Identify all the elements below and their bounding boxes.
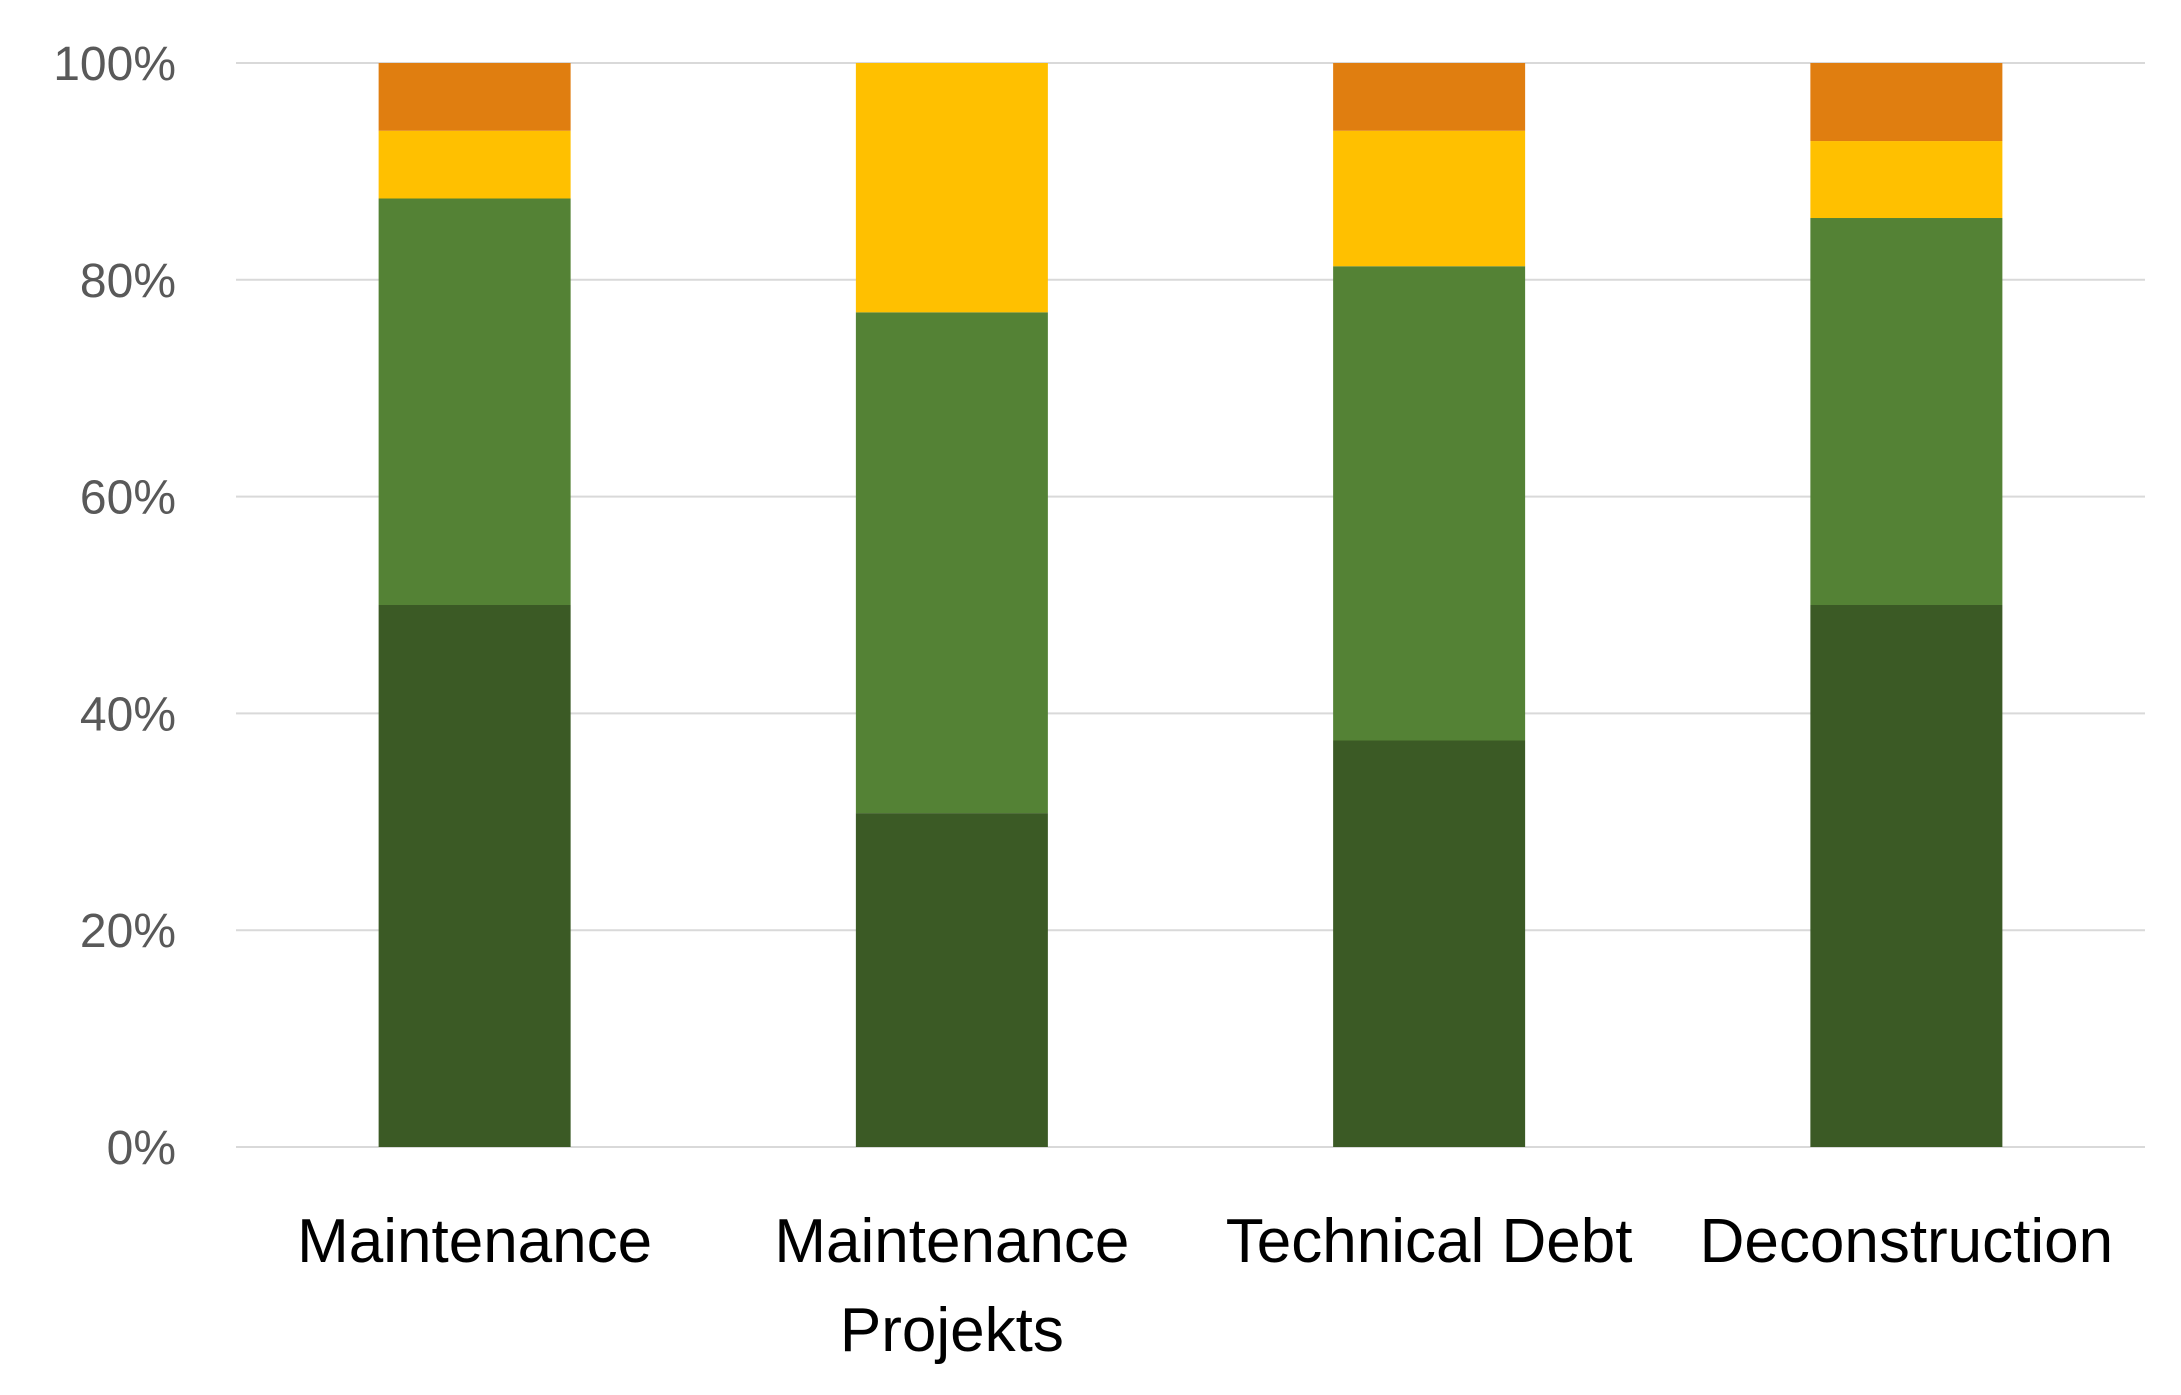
bar-segment xyxy=(1333,130,1526,267)
y-tick-label: 20% xyxy=(80,905,176,958)
bar-segment xyxy=(855,813,1048,1147)
x-tick-label: Deconstruction xyxy=(1700,1207,2114,1276)
x-tick-label: Projekts xyxy=(840,1296,1064,1365)
bar-segment xyxy=(855,312,1048,814)
x-tick-label: Maintenance xyxy=(774,1207,1129,1276)
bar-segment xyxy=(1333,740,1526,1147)
x-axis: Maintenance Maintenance Projekts Technical … xyxy=(297,1207,2113,1365)
bar-segment xyxy=(1810,605,2003,1147)
bars xyxy=(378,63,2003,1147)
bar-segment xyxy=(1333,63,1526,131)
bar-segment xyxy=(1810,141,2003,219)
bar-segment xyxy=(378,605,571,1147)
y-tick-label: 40% xyxy=(80,688,176,741)
bar-segment xyxy=(378,198,571,605)
y-tick-label: 80% xyxy=(80,255,176,308)
bar-segment xyxy=(1810,63,2003,142)
bar-segment xyxy=(1810,218,2003,605)
bar-segment xyxy=(378,130,571,199)
y-axis: 0% 20% 40% 60% 80% 100% xyxy=(53,38,176,1175)
y-tick-label: 0% xyxy=(107,1122,176,1175)
bar-segment xyxy=(378,63,571,131)
y-tick-label: 100% xyxy=(53,38,176,91)
x-tick-label: Maintenance xyxy=(297,1207,652,1276)
x-tick-label: Technical Debt xyxy=(1226,1207,1633,1276)
bar-segment xyxy=(855,63,1048,313)
y-tick-label: 60% xyxy=(80,472,176,525)
bar-segment xyxy=(1333,266,1526,741)
